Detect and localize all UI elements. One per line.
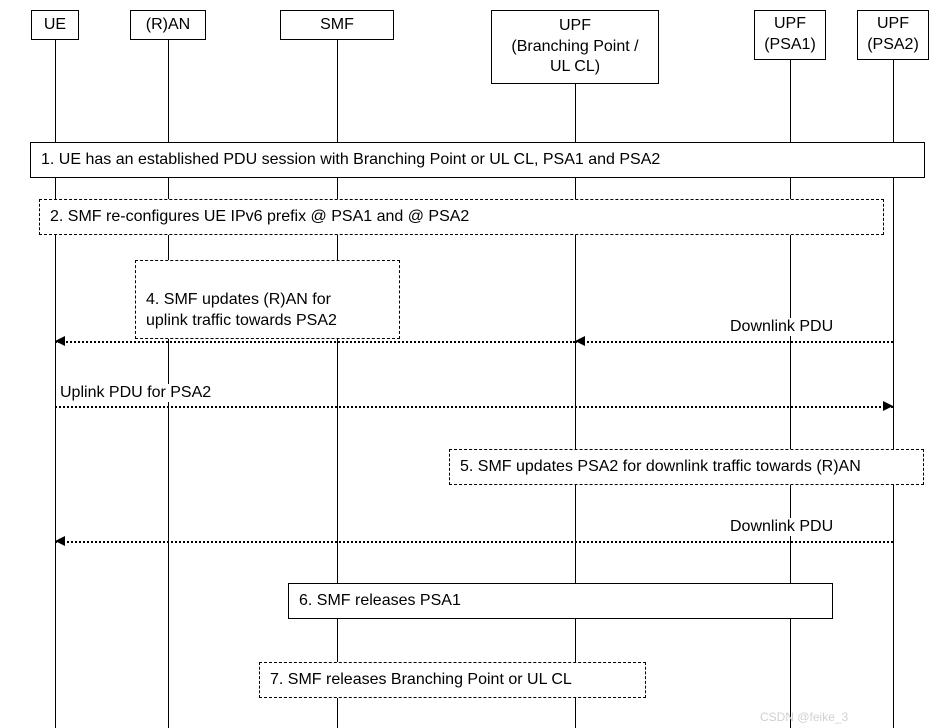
step-text: 5. SMF updates PSA2 for downlink traffic… — [460, 458, 861, 475]
step-1: 1. UE has an established PDU session wit… — [30, 142, 925, 178]
watermark-text: CSDN @feike_3 — [760, 710, 848, 724]
step-7: 7. SMF releases Branching Point or UL CL — [259, 662, 646, 698]
watermark: CSDN @feike_3 — [760, 710, 848, 724]
step-text: 2. SMF re-configures UE IPv6 prefix @ PS… — [50, 208, 469, 225]
msg-text: Uplink PDU for PSA2 — [60, 384, 211, 401]
actor-upf-bp: UPF (Branching Point / UL CL) — [491, 10, 659, 84]
step-4: 4. SMF updates (R)AN for uplink traffic … — [135, 260, 400, 339]
actor-label: UE — [44, 15, 66, 36]
step-text: 6. SMF releases PSA1 — [299, 592, 461, 609]
step-text: 1. UE has an established PDU session wit… — [41, 151, 660, 168]
msg-downlink2-label: Downlink PDU — [730, 518, 833, 536]
step-text: 4. SMF updates (R)AN for uplink traffic … — [146, 291, 337, 330]
msg-text: Downlink PDU — [730, 518, 833, 535]
actor-label: (R)AN — [146, 15, 190, 36]
actor-label: UPF (Branching Point / UL CL) — [511, 16, 638, 78]
msg-uplink-label: Uplink PDU for PSA2 — [60, 384, 211, 402]
msg-downlink2-head — [55, 536, 65, 546]
actor-label: SMF — [320, 15, 354, 36]
msg-downlink2-line — [55, 541, 893, 543]
actor-label: UPF (PSA1) — [764, 14, 816, 56]
msg-downlink1-line-b — [55, 341, 575, 343]
actor-ran: (R)AN — [130, 10, 206, 40]
step-2: 2. SMF re-configures UE IPv6 prefix @ PS… — [39, 199, 884, 235]
msg-uplink-line — [55, 406, 893, 408]
msg-downlink1-head-a — [575, 336, 585, 346]
actor-upf-psa2: UPF (PSA2) — [857, 10, 929, 60]
msg-uplink-head — [883, 401, 893, 411]
actor-smf: SMF — [280, 10, 394, 40]
actor-ue: UE — [31, 10, 79, 40]
actor-label: UPF (PSA2) — [867, 14, 919, 56]
step-text: 7. SMF releases Branching Point or UL CL — [270, 671, 572, 688]
msg-downlink1-line-a — [575, 341, 893, 343]
msg-text: Downlink PDU — [730, 318, 833, 335]
actor-upf-psa1: UPF (PSA1) — [754, 10, 826, 60]
msg-downlink1-head-b — [55, 336, 65, 346]
step-5: 5. SMF updates PSA2 for downlink traffic… — [449, 449, 924, 485]
step-6: 6. SMF releases PSA1 — [288, 583, 833, 619]
msg-downlink1-label: Downlink PDU — [730, 318, 833, 336]
